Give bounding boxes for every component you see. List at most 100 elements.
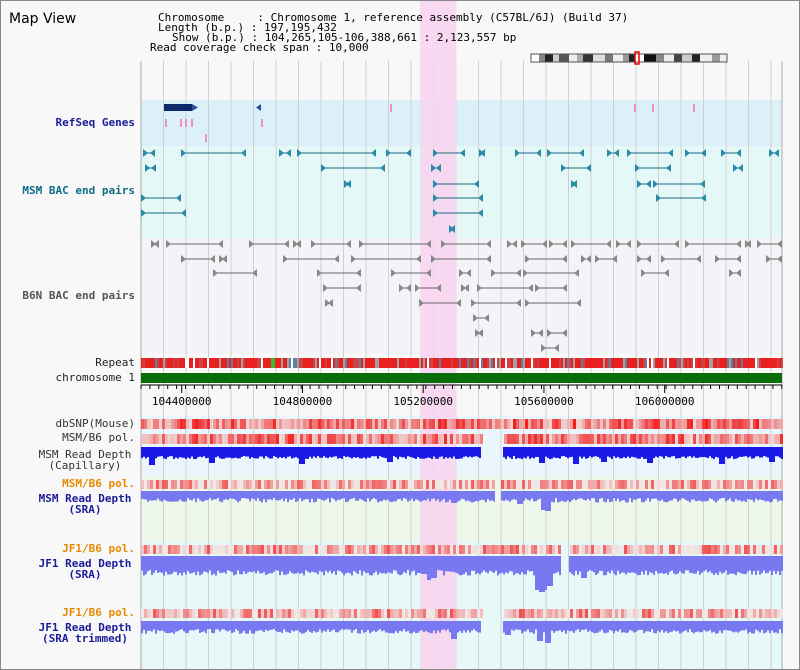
read-depth-bar bbox=[739, 621, 741, 632]
repeat-block bbox=[589, 358, 591, 368]
polymorphism-cell bbox=[555, 609, 558, 618]
polymorphism-cell bbox=[393, 419, 396, 429]
polymorphism-cell bbox=[645, 545, 648, 554]
polymorphism-cell bbox=[357, 434, 360, 444]
polymorphism-cell bbox=[153, 480, 156, 489]
read-depth-bar bbox=[775, 621, 777, 633]
read-depth-bar bbox=[605, 447, 607, 462]
read-depth-bar bbox=[577, 491, 579, 500]
read-depth-bar bbox=[683, 447, 685, 457]
read-depth-bar bbox=[487, 556, 489, 574]
b6n-bac-end-marker bbox=[249, 240, 254, 248]
read-depth-bar bbox=[369, 621, 371, 634]
msm-bac-end-marker bbox=[478, 194, 483, 202]
read-depth-bar bbox=[479, 556, 481, 575]
polymorphism-cell bbox=[225, 480, 228, 489]
polymorphism-cell bbox=[579, 609, 582, 618]
polymorphism-cell bbox=[372, 480, 375, 489]
polymorphism-cell bbox=[174, 480, 177, 489]
polymorphism-cell bbox=[462, 434, 465, 444]
polymorphism-cell bbox=[372, 545, 375, 554]
track-label-b6n-bac[interactable]: B6N BAC end pairs bbox=[22, 289, 135, 302]
b6n-bac-end-marker bbox=[325, 299, 330, 307]
read-depth-bar bbox=[211, 556, 213, 576]
track-label-refseq[interactable]: RefSeq Genes bbox=[55, 116, 135, 129]
read-depth-bar bbox=[255, 621, 257, 632]
polymorphism-cell bbox=[543, 419, 546, 429]
repeat-block bbox=[537, 358, 539, 368]
repeat-block bbox=[745, 358, 747, 368]
read-depth-bar bbox=[489, 491, 491, 501]
polymorphism-cell bbox=[240, 434, 243, 444]
read-depth-bar bbox=[451, 621, 453, 639]
polymorphism-cell bbox=[402, 434, 405, 444]
read-depth-bar bbox=[505, 621, 507, 635]
polymorphism-cell bbox=[651, 419, 654, 429]
polymorphism-cell bbox=[537, 480, 540, 489]
read-depth-bar bbox=[387, 556, 389, 573]
read-depth-bar bbox=[177, 556, 179, 576]
read-depth-bar bbox=[449, 556, 451, 572]
repeat-block bbox=[769, 358, 771, 368]
read-depth-bar bbox=[173, 556, 175, 572]
msm-bac-end-marker bbox=[386, 149, 391, 157]
read-depth-bar bbox=[345, 447, 347, 458]
read-depth-bar bbox=[165, 491, 167, 501]
repeat-block bbox=[579, 358, 581, 368]
read-depth-bar bbox=[219, 621, 221, 632]
read-depth-bar bbox=[437, 491, 439, 500]
read-depth-bar bbox=[733, 556, 735, 574]
polymorphism-cell bbox=[348, 480, 351, 489]
read-depth-bar bbox=[235, 491, 237, 501]
repeat-block bbox=[661, 358, 663, 368]
polymorphism-cell bbox=[315, 434, 318, 444]
polymorphism-cell bbox=[441, 545, 444, 554]
polymorphism-cell bbox=[219, 434, 222, 444]
repeat-block bbox=[317, 358, 319, 368]
read-depth-bar bbox=[395, 447, 397, 458]
repeat-block bbox=[629, 358, 631, 368]
repeat-block bbox=[499, 358, 501, 368]
read-depth-bar bbox=[375, 447, 377, 457]
repeat-block bbox=[639, 358, 641, 368]
read-depth-bar bbox=[399, 556, 401, 576]
ideogram-band bbox=[559, 54, 569, 62]
polymorphism-cell bbox=[315, 480, 318, 489]
axis-tick-label: 104800000 bbox=[273, 395, 333, 408]
polymorphism-cell bbox=[417, 434, 420, 444]
read-depth-bar bbox=[657, 491, 659, 501]
polymorphism-cell bbox=[162, 434, 165, 444]
read-depth-bar bbox=[239, 491, 241, 501]
read-depth-bar bbox=[353, 621, 355, 631]
read-depth-bar bbox=[423, 491, 425, 501]
polymorphism-cell bbox=[339, 609, 342, 618]
polymorphism-cell bbox=[507, 609, 510, 618]
read-depth-bar bbox=[747, 556, 749, 572]
polymorphism-cell bbox=[675, 545, 678, 554]
read-depth-bar bbox=[677, 491, 679, 502]
polymorphism-cell bbox=[666, 609, 669, 618]
polymorphism-cell bbox=[435, 609, 438, 618]
read-depth-bar bbox=[489, 556, 491, 571]
read-depth-bar bbox=[667, 491, 669, 502]
read-depth-bar bbox=[751, 447, 753, 459]
b6n-bac-end-marker bbox=[296, 240, 301, 248]
read-depth-bar bbox=[259, 491, 261, 502]
read-depth-bar bbox=[773, 491, 775, 499]
polymorphism-cell bbox=[777, 434, 780, 444]
read-depth-bar bbox=[615, 556, 617, 576]
polymorphism-cell bbox=[639, 545, 642, 554]
repeat-block bbox=[777, 358, 779, 368]
polymorphism-cell bbox=[219, 419, 222, 429]
polymorphism-cell bbox=[519, 419, 522, 429]
read-depth-bar bbox=[195, 491, 197, 503]
read-depth-bar bbox=[307, 621, 309, 630]
polymorphism-cell bbox=[582, 434, 585, 444]
repeat-block bbox=[697, 358, 699, 368]
polymorphism-cell bbox=[753, 609, 756, 618]
polymorphism-cell bbox=[528, 545, 531, 554]
track-label-msm-bac[interactable]: MSM BAC end pairs bbox=[22, 184, 135, 197]
read-depth-bar bbox=[651, 447, 653, 463]
read-depth-bar bbox=[357, 556, 359, 575]
polymorphism-cell bbox=[339, 419, 342, 429]
